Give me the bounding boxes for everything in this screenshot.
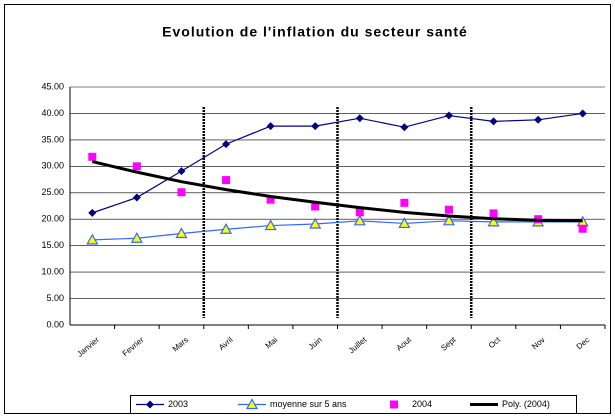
point [311,122,320,131]
series-line [92,112,583,214]
y-tick-label: 35.00 [41,134,64,144]
point [264,219,277,231]
legend-box [130,395,577,414]
point [86,233,99,245]
y-tick-label: 20.00 [41,214,64,224]
point [400,198,409,207]
y-tick-label: 15.00 [41,240,64,250]
point [489,117,498,126]
point [444,111,453,120]
point [266,195,275,204]
legend-label: Poly. (2004) [502,399,550,409]
point [177,188,186,197]
point [487,215,500,227]
point [400,123,409,132]
point [578,109,587,118]
y-tick-label: 5.00 [46,293,64,303]
point [132,193,141,202]
point [177,167,186,176]
point [146,400,154,409]
point [444,205,453,214]
point [353,214,366,226]
y-tick-label: 30.00 [41,161,64,171]
y-tick-label: 25.00 [41,187,64,197]
point [578,224,587,233]
point [88,152,97,161]
y-tick-label: 45.00 [41,81,64,91]
point [442,214,455,226]
point [88,208,97,217]
point [132,162,141,171]
legend-label: 2003 [168,399,188,409]
point [220,223,233,234]
legend-label: 2004 [412,399,432,409]
series-line [92,220,583,241]
point [222,140,231,149]
point [311,202,320,211]
point [222,176,231,185]
point [266,122,275,131]
point [390,400,398,409]
series-line [91,160,583,223]
point [130,232,143,243]
chart-frame [4,4,611,414]
y-tick-label: 10.00 [41,266,64,276]
y-tick-label: 40.00 [41,108,64,118]
point [355,208,364,217]
point [398,217,411,229]
y-tick-label: 0.00 [46,319,64,329]
point [355,114,364,123]
point [175,227,188,239]
point [245,398,259,410]
legend-label: moyenne sur 5 ans [270,399,347,409]
point [309,217,322,229]
chart-title: Evolution de l'inflation du secteur sant… [162,24,468,40]
point [489,209,498,218]
point [534,115,543,124]
